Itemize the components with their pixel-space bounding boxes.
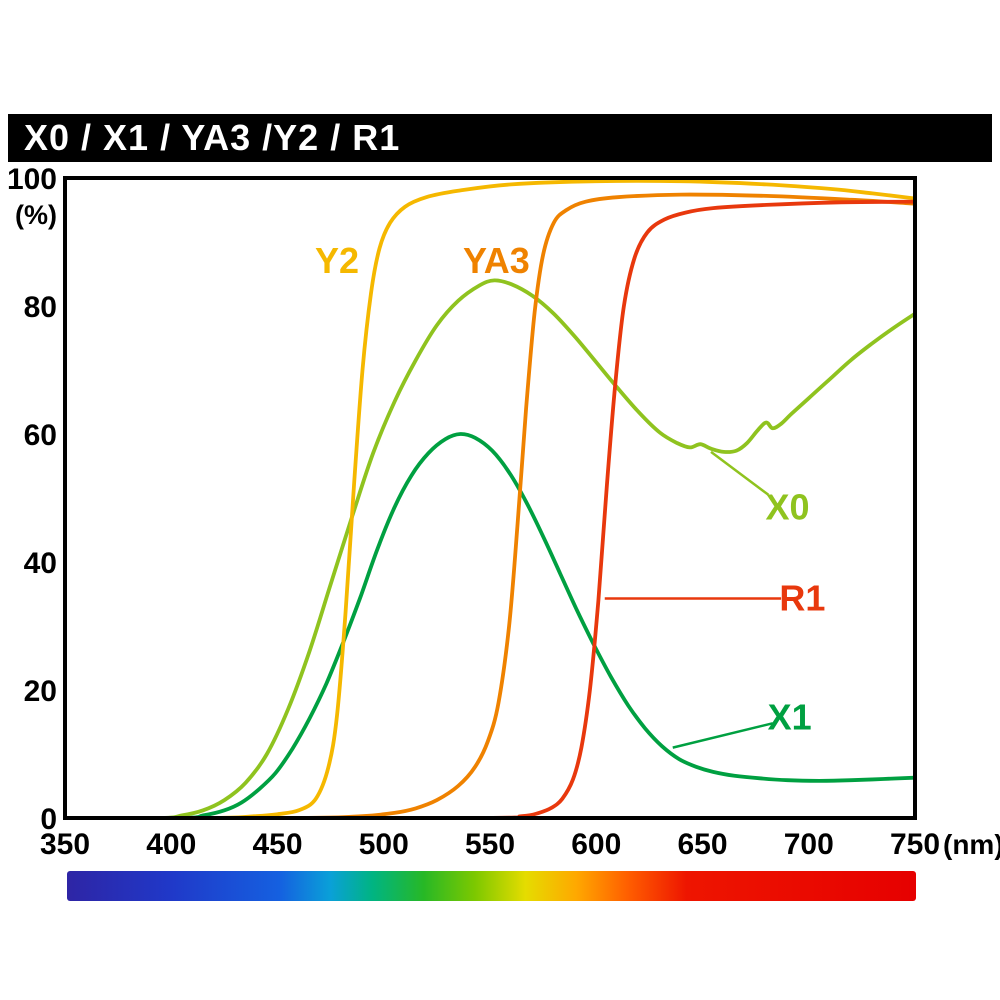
x-tick-label: 350 <box>40 828 90 861</box>
curve-YA3 <box>65 192 915 818</box>
curve-X0 <box>65 278 915 818</box>
curve-X1 <box>65 432 915 818</box>
x-tick-label: 450 <box>252 828 302 861</box>
y-tick-label: 40 <box>24 547 57 580</box>
leader-line-X0 <box>710 450 770 496</box>
spectrum-bar <box>67 871 916 901</box>
series-label-X0: X0 <box>765 487 809 528</box>
leader-line-X1 <box>672 722 773 749</box>
chart-title: X0 / X1 / YA3 /Y2 / R1 <box>24 117 401 158</box>
x-tick-label: 400 <box>146 828 196 861</box>
x-tick-label: 500 <box>359 828 409 861</box>
curve-Y2 <box>65 178 915 818</box>
series-label-YA3: YA3 <box>463 240 530 281</box>
chart-title-bar: X0 / X1 / YA3 /Y2 / R1 <box>8 114 992 162</box>
x-tick-label: 600 <box>571 828 621 861</box>
x-axis-unit: (nm) <box>943 829 1000 860</box>
y-tick-label: 0 <box>40 803 57 836</box>
series-label-R1: R1 <box>779 577 825 618</box>
y-axis-unit: (%) <box>15 200 57 230</box>
x-tick-label: 700 <box>784 828 834 861</box>
plot-frame <box>63 176 917 820</box>
y-tick-label: 60 <box>24 419 57 452</box>
series-label-Y2: Y2 <box>315 240 359 281</box>
x-tick-label: 650 <box>677 828 727 861</box>
y-tick-label: 80 <box>24 291 57 324</box>
y-tick-label: 100 <box>7 163 57 196</box>
y-tick-label: 20 <box>24 675 57 708</box>
x-tick-label: 550 <box>465 828 515 861</box>
x-tick-label: 750 <box>890 828 940 861</box>
series-label-X1: X1 <box>768 697 812 738</box>
